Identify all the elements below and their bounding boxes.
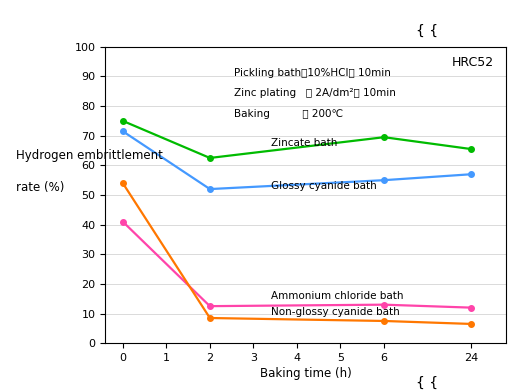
Text: Non-glossy cyanide bath: Non-glossy cyanide bath — [271, 307, 399, 317]
Text: Ammonium chloride bath: Ammonium chloride bath — [271, 291, 403, 301]
X-axis label: Baking time (h): Baking time (h) — [260, 367, 352, 380]
Text: { {: { { — [416, 376, 438, 390]
Text: Hydrogen embrittlement: Hydrogen embrittlement — [16, 149, 163, 163]
Text: HRC52: HRC52 — [452, 56, 494, 69]
Text: Glossy cyanide bath: Glossy cyanide bath — [271, 181, 377, 191]
Text: Baking          ： 200℃: Baking ： 200℃ — [233, 109, 343, 119]
Text: { {: { { — [416, 24, 438, 38]
Text: Pickling bath：10%HCl、 10min: Pickling bath：10%HCl、 10min — [233, 67, 391, 78]
Text: [Fig. 2] Hydrogen occluding pickling used: [Fig. 2] Hydrogen occluding pickling use… — [6, 10, 282, 23]
Text: rate (%): rate (%) — [16, 181, 64, 194]
Text: Zincate bath: Zincate bath — [271, 138, 337, 148]
Text: Zinc plating   ： 2A/dm²、 10min: Zinc plating ： 2A/dm²、 10min — [233, 88, 395, 98]
